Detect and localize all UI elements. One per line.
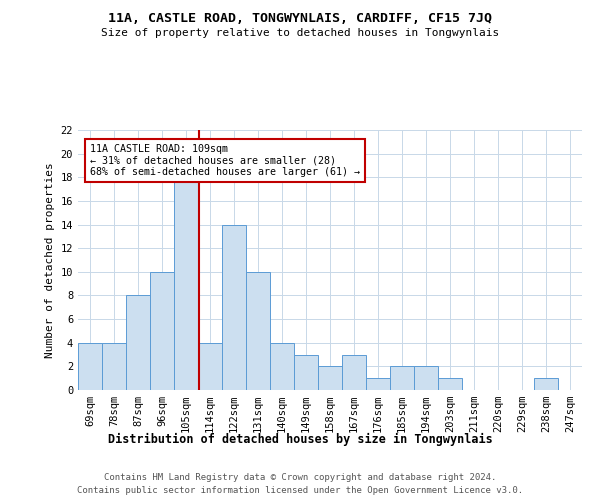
Bar xyxy=(390,366,414,390)
Text: 11A CASTLE ROAD: 109sqm
← 31% of detached houses are smaller (28)
68% of semi-de: 11A CASTLE ROAD: 109sqm ← 31% of detache… xyxy=(90,144,360,178)
Text: Contains HM Land Registry data © Crown copyright and database right 2024.: Contains HM Land Registry data © Crown c… xyxy=(104,472,496,482)
Text: Size of property relative to detached houses in Tongwynlais: Size of property relative to detached ho… xyxy=(101,28,499,38)
Bar xyxy=(270,342,294,390)
Bar xyxy=(174,178,198,390)
Bar xyxy=(222,224,246,390)
Bar xyxy=(294,354,318,390)
Bar xyxy=(414,366,438,390)
Bar xyxy=(318,366,342,390)
Bar xyxy=(438,378,462,390)
Bar xyxy=(126,296,150,390)
Bar xyxy=(366,378,390,390)
Text: Contains public sector information licensed under the Open Government Licence v3: Contains public sector information licen… xyxy=(77,486,523,495)
Bar xyxy=(246,272,270,390)
Y-axis label: Number of detached properties: Number of detached properties xyxy=(45,162,55,358)
Bar xyxy=(150,272,174,390)
Bar xyxy=(102,342,126,390)
Bar xyxy=(78,342,102,390)
Bar xyxy=(534,378,558,390)
Bar xyxy=(342,354,366,390)
Text: 11A, CASTLE ROAD, TONGWYNLAIS, CARDIFF, CF15 7JQ: 11A, CASTLE ROAD, TONGWYNLAIS, CARDIFF, … xyxy=(108,12,492,26)
Text: Distribution of detached houses by size in Tongwynlais: Distribution of detached houses by size … xyxy=(107,432,493,446)
Bar xyxy=(198,342,222,390)
